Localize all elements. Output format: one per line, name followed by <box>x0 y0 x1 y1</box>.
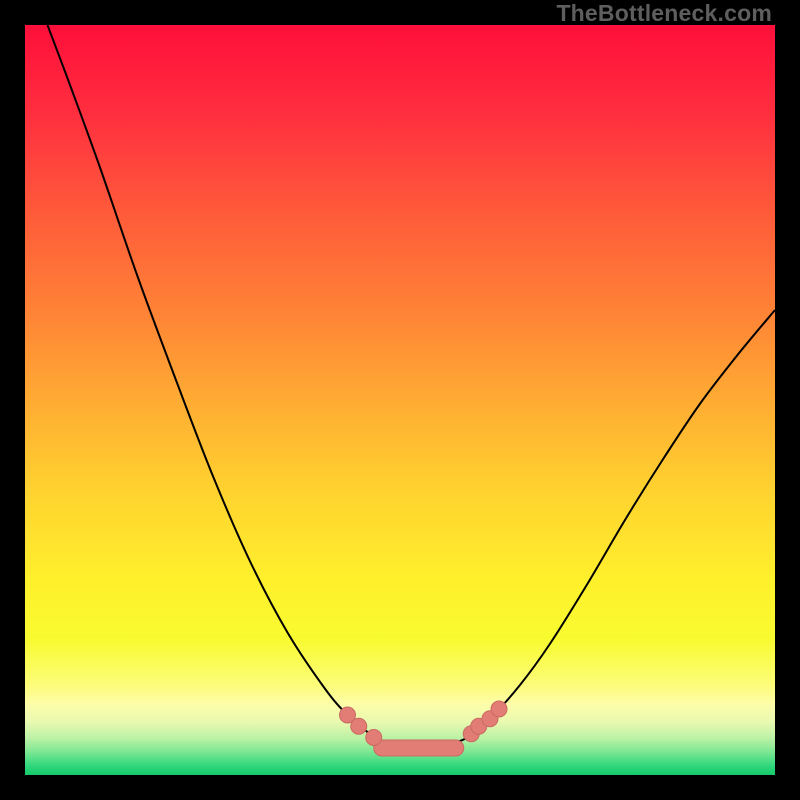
highlight-dot <box>366 730 382 746</box>
highlight-dot <box>491 701 507 717</box>
highlight-dot <box>351 718 367 734</box>
chart-background-gradient <box>25 25 775 775</box>
chart-container: TheBottleneck.com <box>0 0 800 800</box>
highlight-pill <box>374 740 464 756</box>
bottleneck-chart <box>0 0 800 800</box>
watermark-text: TheBottleneck.com <box>556 0 772 27</box>
